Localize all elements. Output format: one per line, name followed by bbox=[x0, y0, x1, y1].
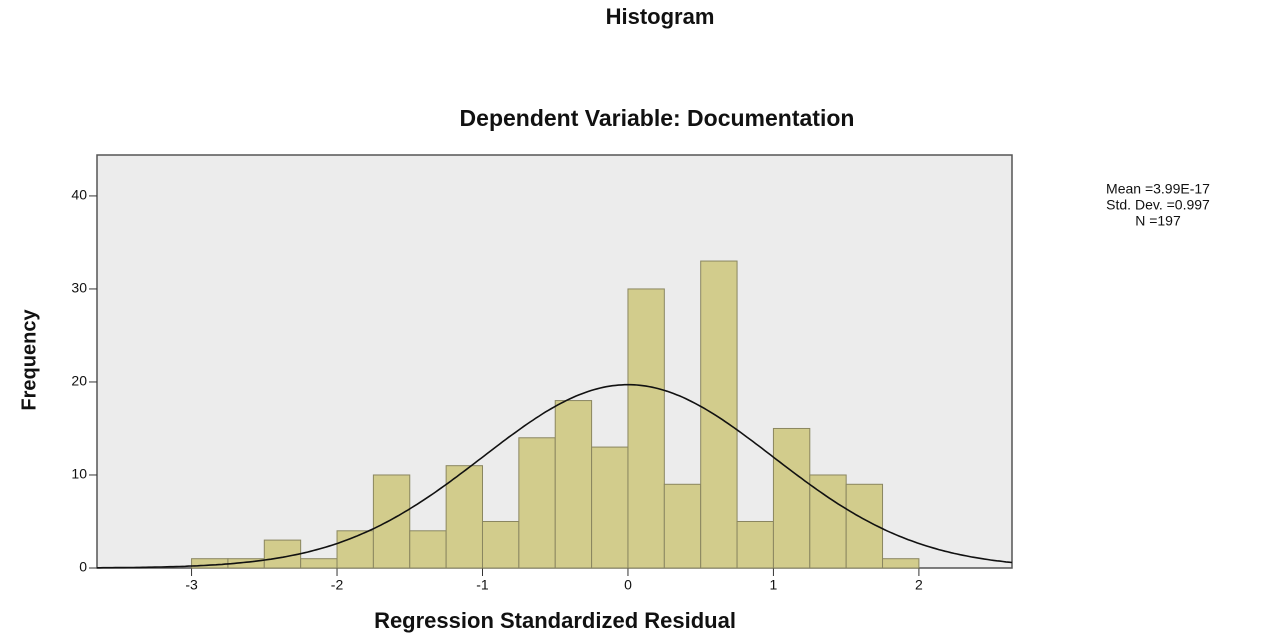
x-tick-label: 2 bbox=[915, 577, 923, 593]
bar bbox=[772, 427, 811, 569]
x-tick-label: 0 bbox=[624, 577, 632, 593]
y-tick-label: 10 bbox=[71, 466, 87, 482]
bar bbox=[300, 558, 338, 569]
chart-subtitle: Dependent Variable: Documentation bbox=[460, 105, 855, 131]
stats-label: N =197 bbox=[1135, 213, 1181, 229]
bar bbox=[518, 437, 556, 569]
y-axis-label: Frequency bbox=[18, 309, 40, 411]
bar bbox=[736, 520, 774, 569]
y-tick-label: 30 bbox=[71, 280, 87, 296]
bar bbox=[372, 474, 411, 569]
bar bbox=[445, 465, 483, 569]
y-tick-label: 40 bbox=[71, 187, 87, 203]
x-tick-label: -3 bbox=[185, 577, 198, 593]
x-tick-label: -2 bbox=[331, 577, 344, 593]
bar bbox=[591, 446, 629, 569]
bar bbox=[409, 530, 447, 569]
x-tick-label: 1 bbox=[770, 577, 778, 593]
bar bbox=[700, 260, 738, 569]
chart-title: Histogram bbox=[606, 4, 715, 29]
bar bbox=[263, 539, 302, 569]
bar bbox=[481, 520, 520, 569]
x-axis-label: Regression Standardized Residual bbox=[374, 608, 736, 633]
y-tick-label: 20 bbox=[71, 373, 87, 389]
bar bbox=[554, 400, 593, 569]
bar bbox=[882, 558, 920, 569]
stats-label: Std. Dev. =0.997 bbox=[1106, 197, 1210, 213]
x-tick-label: -1 bbox=[476, 577, 489, 593]
normal-curve bbox=[97, 383, 1013, 569]
y-tick-label: 0 bbox=[79, 559, 87, 575]
bar bbox=[809, 474, 847, 569]
bar bbox=[627, 288, 665, 569]
bar bbox=[663, 483, 702, 569]
stats-label: Mean =3.99E-17 bbox=[1106, 181, 1210, 197]
